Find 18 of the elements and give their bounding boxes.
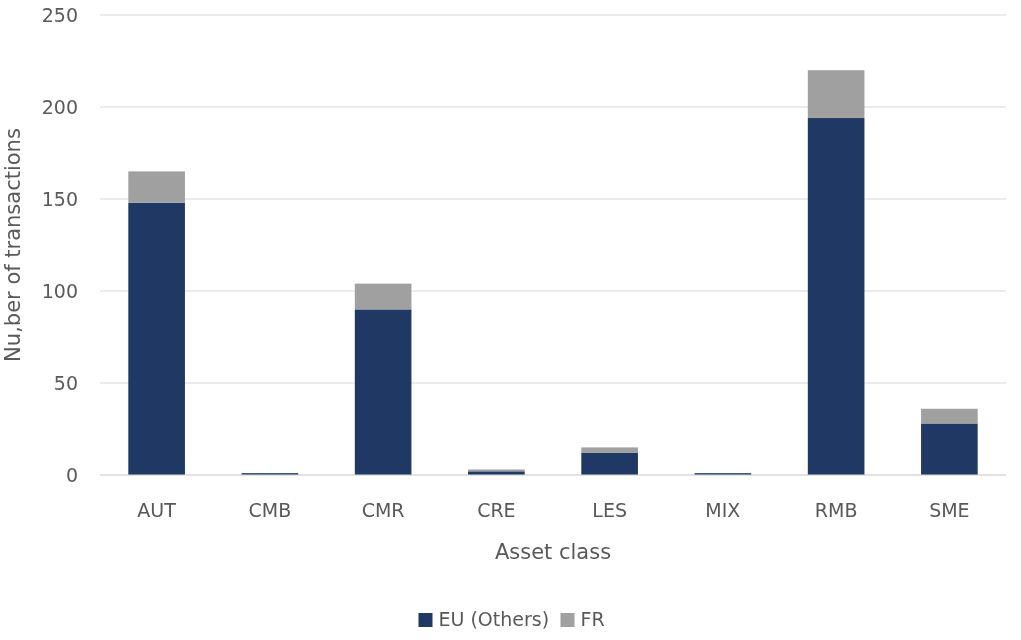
y-tick-label: 50 [53, 371, 78, 394]
y-tick-label: 100 [41, 279, 78, 302]
x-tick-label: CMB [248, 499, 292, 521]
y-tick-label: 250 [41, 3, 78, 26]
y-tick-label: 0 [65, 463, 78, 486]
y-tick-label: 200 [41, 95, 78, 118]
legend-label: EU (Others) [438, 608, 550, 630]
legend-label: FR [580, 608, 605, 630]
x-tick-label: RMB [814, 499, 858, 521]
x-tick-label: SME [929, 499, 970, 521]
x-axis-title: Asset class [494, 540, 612, 564]
x-tick-label: AUT [137, 499, 177, 521]
x-tick-label: CMR [361, 499, 405, 521]
y-tick-label: 150 [41, 187, 78, 210]
x-tick-label: LES [592, 499, 627, 521]
x-tick-label: MIX [705, 499, 741, 521]
x-tick-label: CRE [477, 499, 516, 521]
y-axis-title: Nu,ber of transactions [1, 128, 25, 362]
